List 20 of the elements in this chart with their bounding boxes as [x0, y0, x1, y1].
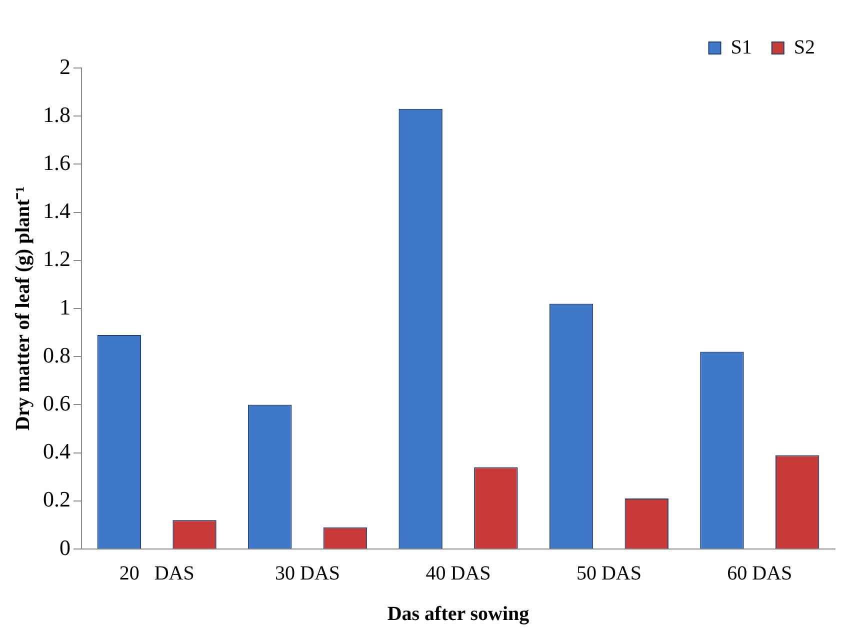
y-tick-label: 2 [60, 54, 70, 79]
y-tick-label: 1 [60, 294, 70, 320]
y-tick-label: 0.6 [43, 390, 70, 416]
y-tick-label: 1.2 [43, 246, 70, 272]
x-tick-label: 30 DAS [275, 562, 340, 584]
y-tick-label: 1.6 [43, 150, 70, 175]
x-tick-label: 20 DAS [119, 562, 194, 584]
legend-label: S1 [730, 36, 752, 58]
y-tick-label: 0.4 [43, 438, 70, 464]
y-tick-label: 0.8 [43, 342, 70, 368]
y-tick-label: 1.8 [43, 102, 70, 127]
x-tick-label: 60 DAS [727, 562, 792, 584]
x-axis-title: Das after sowing [387, 603, 530, 626]
legend-label: S2 [794, 36, 815, 58]
x-tick-label: 40 DAS [426, 562, 491, 584]
y-tick-label: 0.2 [43, 486, 70, 512]
y-axis-title: Dry matter of leaf (g) plant⁻¹ [12, 186, 34, 431]
x-tick-label: 50 DAS [576, 562, 642, 584]
y-tick-label: 0 [60, 534, 70, 560]
y-tick-label: 1.4 [43, 198, 70, 224]
